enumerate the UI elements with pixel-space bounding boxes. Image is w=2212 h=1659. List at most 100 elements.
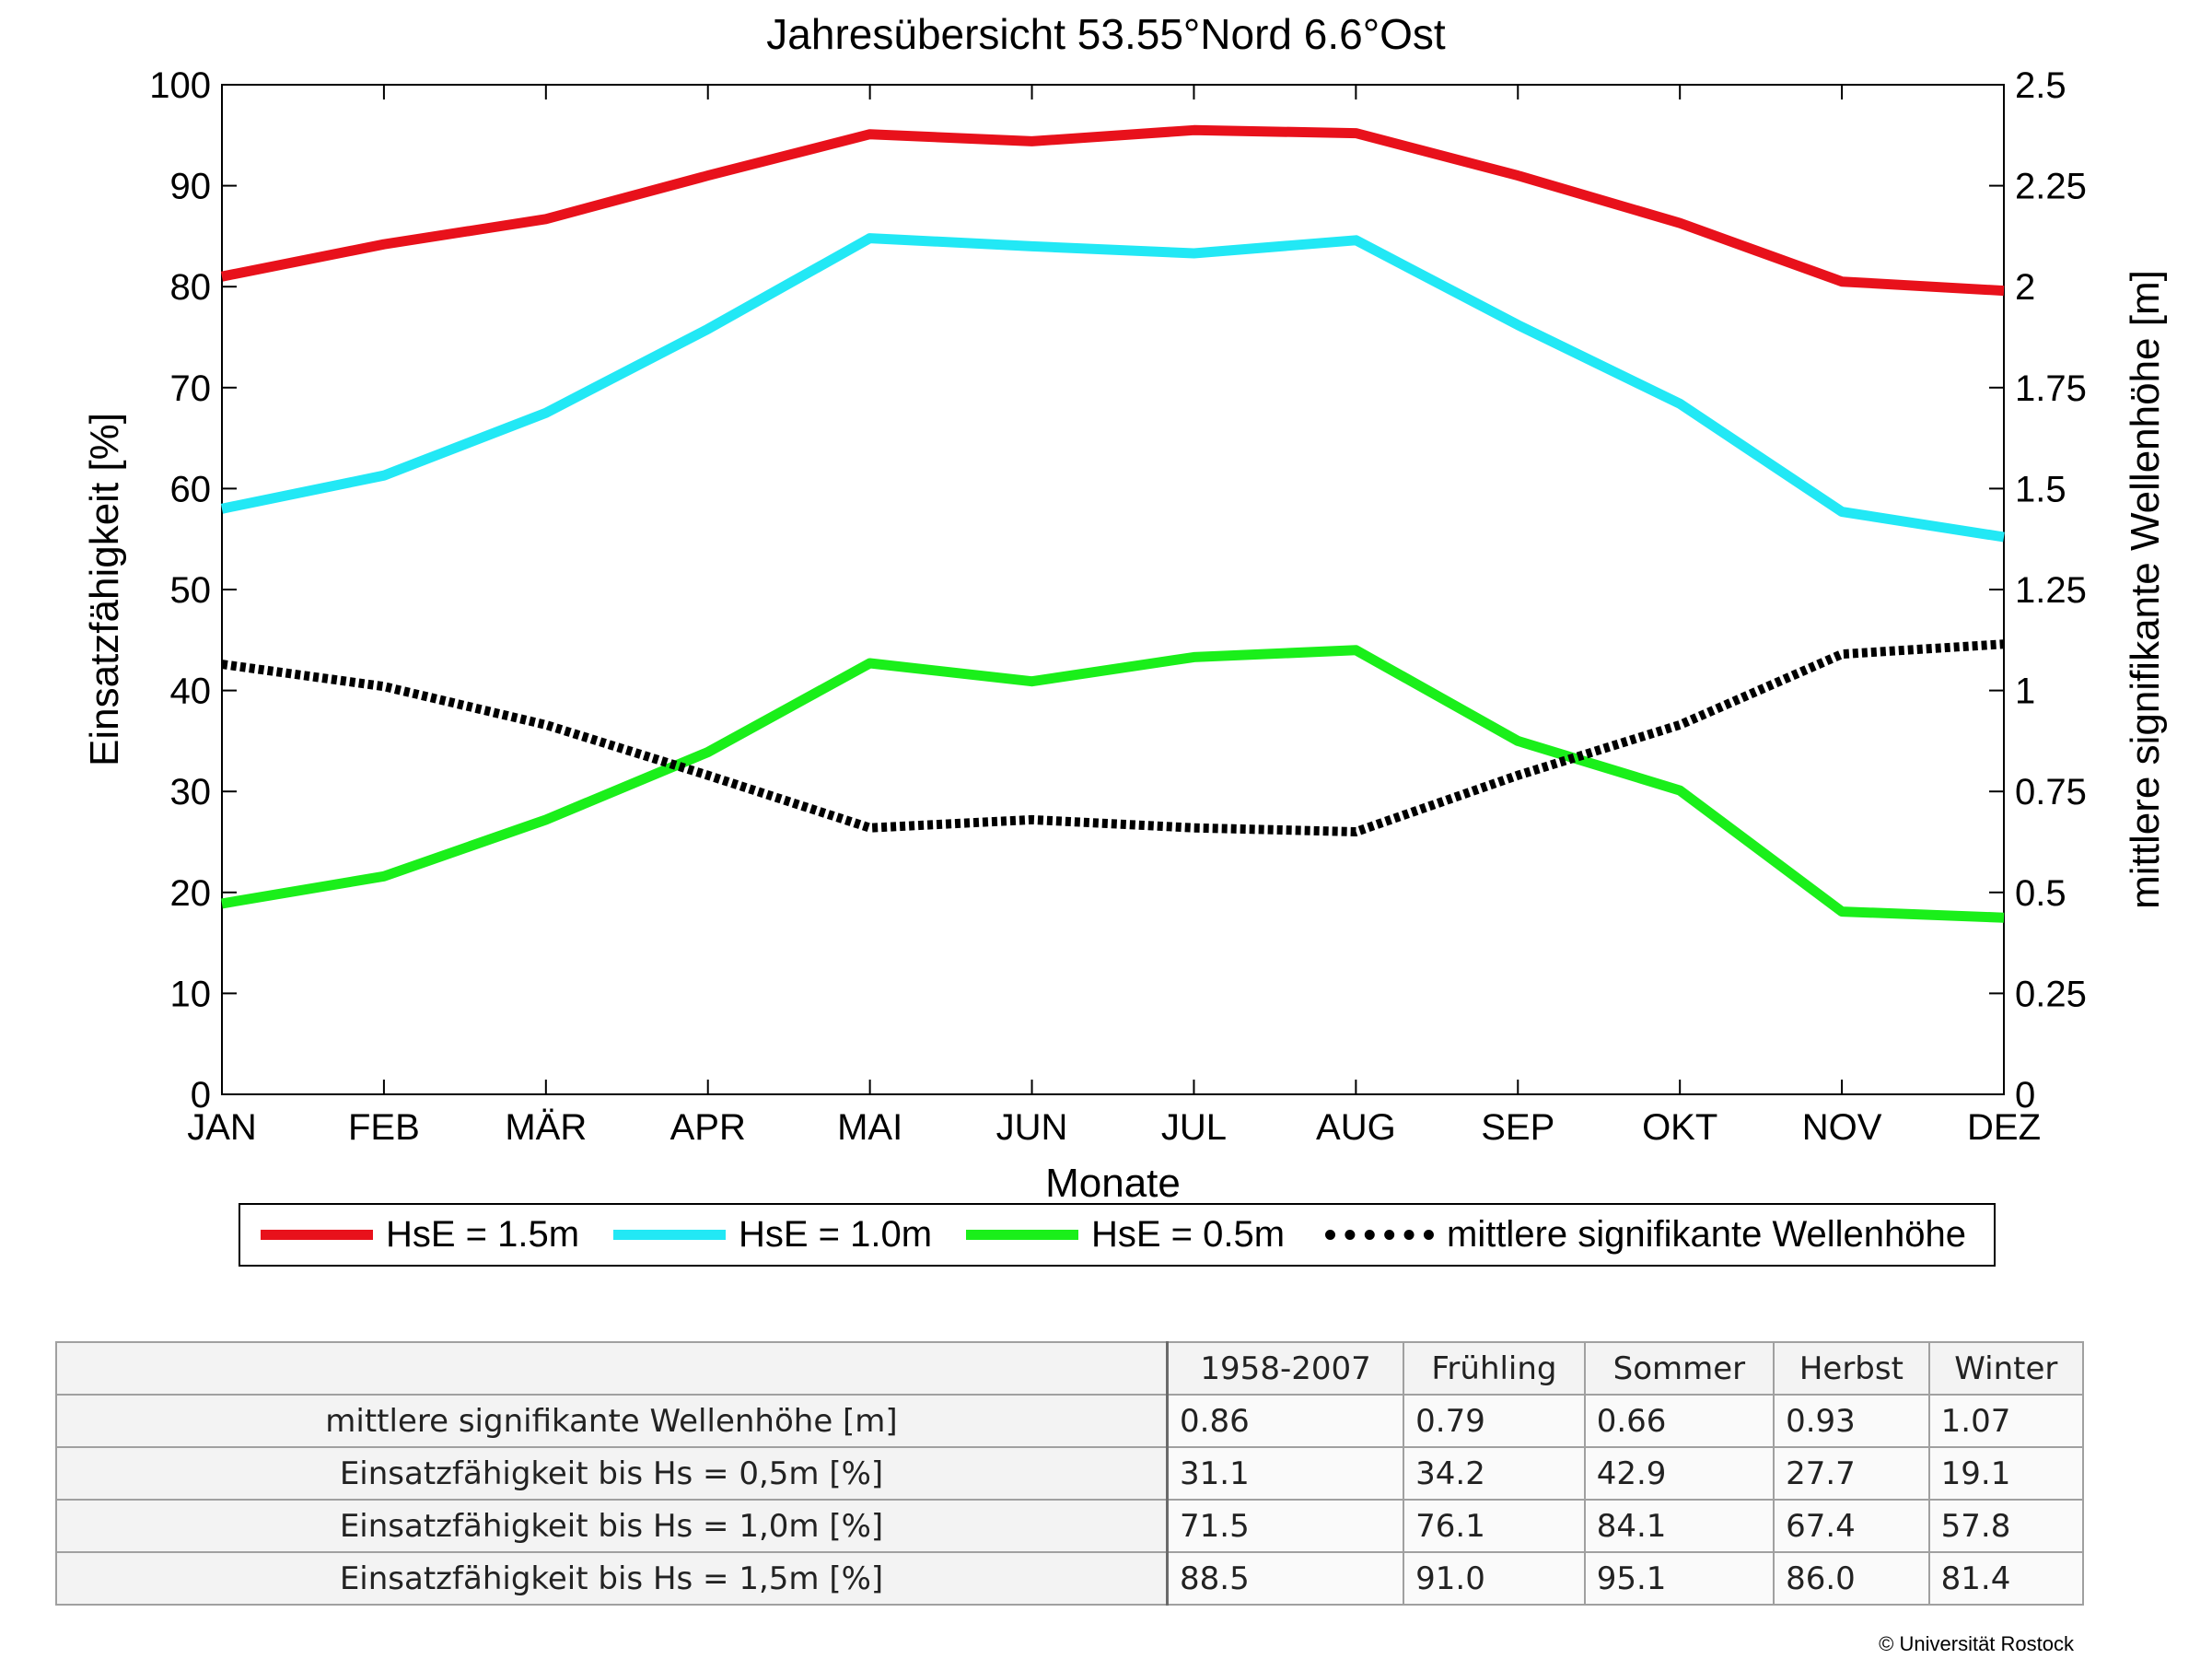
data-point-hse10 xyxy=(707,328,709,330)
data-point-wave xyxy=(2003,643,2005,645)
data-point-hse10 xyxy=(869,238,871,240)
data-point-hse05 xyxy=(1679,789,1681,791)
y-axis-label: Einsatzfähigkeit [%] xyxy=(82,413,127,766)
data-point-hse15 xyxy=(545,218,547,220)
legend-label-hse15: HsE = 1.5m xyxy=(386,1214,580,1255)
table-header-winter: Winter xyxy=(1927,1341,2085,1396)
table-cell: 0.66 xyxy=(1583,1394,1775,1448)
y2-tick-label: 0 xyxy=(2015,1075,2035,1116)
legend-swatch-hse10 xyxy=(613,1230,726,1240)
data-point-hse05 xyxy=(1517,740,1519,742)
x-tick-label: DEZ xyxy=(1967,1107,2041,1148)
table-cell: 0.93 xyxy=(1773,1394,1930,1448)
table-row-label: Einsatzfähigkeit bis Hs = 1,5m [%] xyxy=(55,1551,1169,1606)
table-row: Einsatzfähigkeit bis Hs = 1,0m [%] 71.5 … xyxy=(55,1499,2085,1553)
table-row: Einsatzfähigkeit bis Hs = 1,5m [%] 88.5 … xyxy=(55,1551,2085,1606)
data-point-wave xyxy=(545,724,547,726)
data-point-hse10 xyxy=(1841,511,1843,513)
table-cell: 19.1 xyxy=(1927,1446,2085,1501)
data-point-hse15 xyxy=(1031,140,1033,142)
y2-tick-label: 1 xyxy=(2015,672,2035,712)
data-point-hse15 xyxy=(2003,290,2005,292)
data-point-wave xyxy=(1355,831,1356,833)
data-point-hse10 xyxy=(221,508,223,509)
table-cell: 86.0 xyxy=(1773,1551,1930,1606)
y2-tick-label: 1.5 xyxy=(2015,469,2066,509)
legend-swatch-hse05 xyxy=(966,1230,1078,1240)
statistics-table-wrapper: 1958-2007 Frühling Sommer Herbst Winter … xyxy=(55,1341,2085,1606)
copyright-notice: © Universität Rostock xyxy=(1879,1632,2074,1655)
table-row: mittlere signifikante Wellenhöhe [m] 0.8… xyxy=(55,1394,2085,1448)
y-tick-label: 100 xyxy=(149,65,211,106)
data-point-wave xyxy=(1517,775,1519,777)
table-cell: 0.86 xyxy=(1166,1394,1405,1448)
x-tick-label: SEP xyxy=(1481,1107,1554,1148)
chart-title: Jahresübersicht 53.55°Nord 6.6°Ost xyxy=(766,10,1446,58)
data-point-hse05 xyxy=(383,875,385,877)
legend-item-hse05: HsE = 0.5m xyxy=(966,1205,1285,1265)
y-tick-label: 80 xyxy=(170,267,212,308)
data-point-hse10 xyxy=(383,474,385,476)
table-cell: 27.7 xyxy=(1773,1446,1930,1501)
table-header-spring: Frühling xyxy=(1403,1341,1586,1396)
table-row-label: mittlere signifikante Wellenhöhe [m] xyxy=(55,1394,1169,1448)
x-tick-label: OKT xyxy=(1642,1107,1717,1148)
data-point-hse10 xyxy=(1193,252,1194,254)
y-tick-label: 10 xyxy=(170,974,212,1014)
data-point-hse15 xyxy=(383,243,385,245)
x-tick-label: AUG xyxy=(1316,1107,1396,1148)
data-point-hse15 xyxy=(221,275,223,277)
data-point-hse05 xyxy=(1193,656,1194,658)
y-tick-label: 30 xyxy=(170,772,212,812)
data-point-hse15 xyxy=(1193,129,1194,131)
data-point-hse10 xyxy=(1679,403,1681,404)
table-cell: 81.4 xyxy=(1927,1551,2085,1606)
x-tick-label: FEB xyxy=(348,1107,420,1148)
data-point-hse05 xyxy=(1355,649,1356,651)
y2-tick-label: 0.5 xyxy=(2015,873,2066,914)
data-point-wave xyxy=(707,775,709,777)
data-point-hse05 xyxy=(869,662,871,664)
legend-label-hse05: HsE = 0.5m xyxy=(1091,1214,1286,1255)
data-point-wave xyxy=(1841,653,1843,655)
x-axis-label: Monate xyxy=(1045,1161,1181,1206)
y-tick-label: 50 xyxy=(170,570,212,611)
x-tick-label: MAI xyxy=(837,1107,902,1148)
data-point-hse05 xyxy=(545,819,547,821)
y2-tick-label: 1.25 xyxy=(2015,570,2087,611)
data-point-hse15 xyxy=(1355,133,1356,134)
x-tick-label: NOV xyxy=(1802,1107,1882,1148)
y-tick-label: 40 xyxy=(170,672,212,712)
legend-swatch-hse15 xyxy=(261,1230,373,1240)
data-point-hse10 xyxy=(545,412,547,414)
y2-tick-label: 0.75 xyxy=(2015,772,2087,812)
data-point-hse15 xyxy=(1679,222,1681,224)
data-point-hse15 xyxy=(1841,281,1843,283)
data-point-hse10 xyxy=(2003,536,2005,538)
table-cell: 76.1 xyxy=(1403,1499,1586,1553)
legend-item-hse10: HsE = 1.0m xyxy=(613,1205,932,1265)
data-point-hse05 xyxy=(1841,911,1843,913)
series-line-hse05 xyxy=(221,645,2005,923)
table-header-summer: Sommer xyxy=(1583,1341,1775,1396)
y-tick-label: 60 xyxy=(170,469,212,509)
table-row: Einsatzfähigkeit bis Hs = 0,5m [%] 31.1 … xyxy=(55,1446,2085,1501)
data-point-wave xyxy=(1679,724,1681,726)
y2-tick-label: 2 xyxy=(2015,267,2035,308)
data-point-hse10 xyxy=(1517,324,1519,326)
series-line-hse15 xyxy=(220,124,2005,297)
data-point-hse15 xyxy=(869,134,871,135)
y-tick-label: 70 xyxy=(170,368,212,409)
table-header-autumn: Herbst xyxy=(1773,1341,1930,1396)
series-line-wave xyxy=(221,639,2005,836)
data-point-hse05 xyxy=(1031,681,1033,683)
table-cell: 31.1 xyxy=(1166,1446,1405,1501)
x-tick-label: JAN xyxy=(187,1107,257,1148)
table-cell: 71.5 xyxy=(1166,1499,1405,1553)
data-point-wave xyxy=(383,685,385,687)
legend-label-hse10: HsE = 1.0m xyxy=(739,1214,933,1255)
chart-legend: HsE = 1.5m HsE = 1.0m HsE = 0.5m mittler… xyxy=(239,1203,1996,1267)
table-cell: 84.1 xyxy=(1583,1499,1775,1553)
y2-tick-label: 2.5 xyxy=(2015,65,2066,106)
